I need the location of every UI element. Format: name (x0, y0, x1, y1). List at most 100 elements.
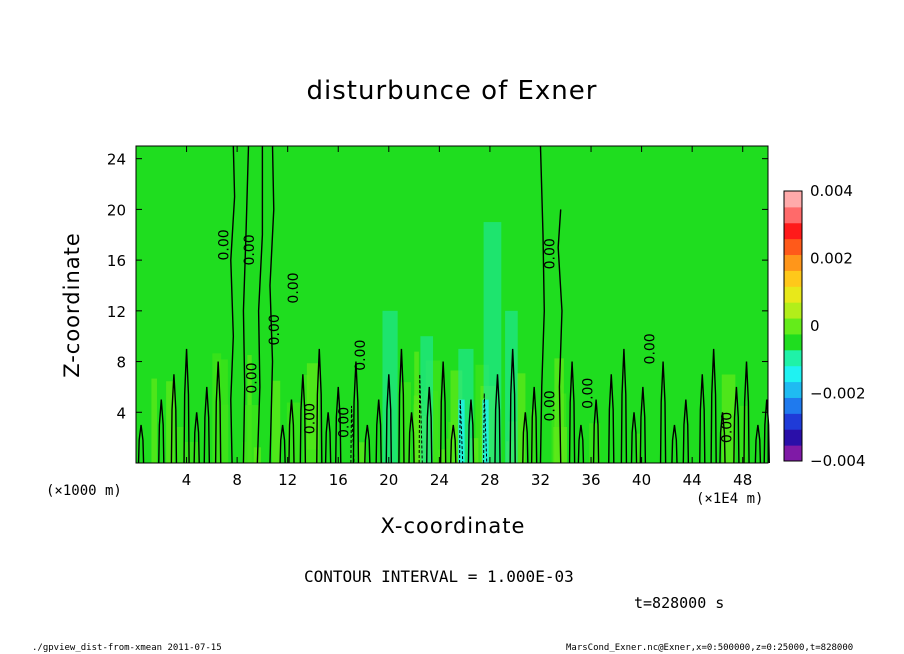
contour-line (385, 374, 393, 464)
contour-line (467, 399, 475, 464)
x-tick-label: 36 (581, 471, 600, 489)
x-axis-label: X-coordinate (380, 514, 526, 538)
field-cell (517, 373, 526, 463)
colorbar-cell (784, 381, 802, 398)
y-tick-label: 24 (107, 151, 126, 169)
contour-label: 0.00 (267, 314, 283, 345)
contour-label: 0.00 (353, 340, 369, 371)
time-label: t=828000 s (634, 594, 725, 612)
colorbar-frame (783, 190, 803, 462)
contour-line (630, 412, 638, 464)
field-cell (739, 405, 748, 463)
colorbar-cell (784, 333, 802, 351)
colorbar-tick-label: 0.002 (810, 250, 853, 268)
heatmap-field (136, 146, 768, 463)
field-cell (469, 438, 479, 463)
colorbar-cell (784, 349, 802, 367)
field-cell (589, 423, 601, 463)
field-cell (554, 358, 564, 463)
contour-line (557, 209, 563, 464)
contour-line (230, 145, 236, 464)
contour-label: 0.00 (581, 378, 597, 409)
x-tick-label: 44 (683, 471, 702, 489)
colorbar-tick-label: 0.004 (810, 182, 853, 200)
contour-line-negative (418, 374, 423, 464)
contour-label: 0.00 (337, 407, 353, 438)
contour-line (682, 399, 690, 464)
contour-label: 0.00 (302, 403, 318, 434)
contour-line (639, 386, 647, 464)
contour-label: 0.00 (244, 362, 260, 393)
colorbar-cell (784, 238, 802, 256)
contour-line (754, 424, 762, 464)
contour-line-negative (350, 405, 355, 464)
colorbar-tick-label: −0.002 (810, 385, 866, 403)
contour-line (137, 424, 145, 464)
contour-line (352, 361, 360, 464)
contour-line-negative (483, 393, 488, 464)
y-tick-label: 16 (107, 252, 126, 270)
contour-line (509, 348, 516, 464)
colorbar-tick-label: −0.004 (810, 452, 866, 470)
field-cell (400, 382, 412, 463)
contour-lines (137, 145, 770, 464)
contour-label: 0.00 (286, 272, 302, 303)
y-axis-label: Z-coordinate (60, 232, 84, 378)
contour-line (699, 374, 706, 464)
contour-label: 0.00 (543, 390, 559, 421)
contour-line (710, 348, 717, 464)
contour-line (279, 424, 286, 464)
contour-line (568, 361, 576, 464)
contour-line (256, 146, 264, 464)
colorbar-cell (784, 302, 802, 319)
contour-label: 0.00 (543, 238, 559, 269)
contour-line (203, 386, 211, 464)
contour-line (214, 361, 222, 464)
contour-line (620, 348, 628, 464)
colorbar-cell (784, 191, 802, 208)
colorbar-cell (784, 206, 802, 224)
field-cell (448, 421, 453, 463)
field-cell (271, 380, 281, 463)
contour-line (398, 348, 405, 464)
contour-line (743, 361, 750, 464)
contour-line (494, 374, 501, 464)
contour-line (269, 145, 275, 464)
contour-line (426, 386, 433, 464)
x-tick-label: 8 (232, 471, 242, 489)
field-cell (420, 336, 434, 463)
contour-line (364, 424, 371, 464)
contour-line (450, 424, 457, 464)
colorbar: 0.004 0.002 0 −0.002 −0.004 (783, 182, 866, 470)
x-tick-label: 32 (531, 471, 550, 489)
field-cell (304, 449, 320, 463)
contour-line (539, 145, 545, 464)
contour-label: 0.00 (242, 234, 258, 265)
field-cell (215, 359, 228, 463)
contour-line (288, 399, 295, 464)
field-cell (414, 351, 419, 463)
field-cell (438, 449, 447, 463)
x-tick-label: 4 (182, 471, 192, 489)
field-cell (302, 374, 310, 463)
field-cell (176, 426, 185, 463)
colorbar-cell (784, 445, 802, 462)
field-cell (166, 381, 175, 463)
contour-line (577, 424, 585, 464)
y-tick-label: 12 (107, 303, 126, 321)
contour-line-negative (459, 399, 464, 464)
field-cell (151, 378, 157, 463)
contour-line (439, 361, 447, 464)
colorbar-cell (784, 286, 802, 303)
colorbar-cell (784, 254, 802, 271)
field-cell (450, 370, 463, 463)
contour-line (408, 412, 415, 464)
contour-line (335, 386, 342, 464)
y-tick-label: 4 (116, 404, 126, 422)
contour-line (733, 386, 740, 464)
contour-line (324, 412, 332, 464)
contour-label: 0.00 (216, 229, 232, 260)
colorbar-cell (784, 397, 802, 414)
